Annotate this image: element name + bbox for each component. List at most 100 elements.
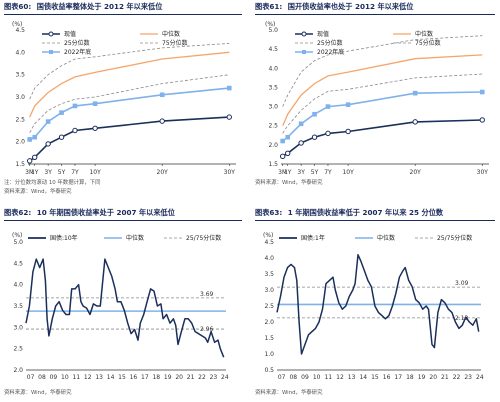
y-tick-label: 2.0 xyxy=(13,367,23,374)
series-line-3 xyxy=(282,35,483,107)
x-tick-label: 08 xyxy=(289,374,297,381)
x-tick-label: 13 xyxy=(348,374,356,381)
series-line-4 xyxy=(29,87,230,141)
y-tick-label: 4.0 xyxy=(268,65,278,72)
x-tick-label: 09 xyxy=(301,374,309,381)
y-tick-label: 2.0 xyxy=(15,139,25,146)
source-note: 资料来源：Wind，华泰研究 xyxy=(255,180,323,186)
data-point xyxy=(159,92,165,98)
legend-label: 25/75分位数 xyxy=(437,234,472,242)
figure-title: 1 年期国债收益率低于 2007 年以来 25 分位数 xyxy=(287,208,444,217)
y-tick-label: 2.5 xyxy=(13,346,23,353)
y-tick-label: 4.5 xyxy=(15,27,25,34)
data-point xyxy=(285,150,291,156)
data-point xyxy=(325,104,331,109)
p75-value-label: 3.69 xyxy=(200,291,214,298)
data-point xyxy=(479,117,485,123)
x-tick-label: 3Y xyxy=(44,169,52,176)
legend-label: 中位数 xyxy=(126,234,144,242)
p75-value-label: 3.09 xyxy=(455,280,469,287)
x-tick-label: 24 xyxy=(221,374,229,381)
x-tick-label: 1Y xyxy=(284,169,292,176)
y-tick-label: 1.0 xyxy=(264,351,274,358)
legend-label: 75分位数 xyxy=(415,39,441,47)
y-tick-label: 1.5 xyxy=(15,161,25,168)
legend-label: 2022年底 xyxy=(317,48,344,56)
data-point xyxy=(279,153,286,160)
y-tick-label: 3.5 xyxy=(264,271,274,278)
x-tick-label: 10Y xyxy=(89,169,101,176)
data-point xyxy=(72,103,78,109)
data-point xyxy=(298,140,304,146)
panel-61: 图表61: 国开债收益率也处于 2012 年以来低位 (%) 1.5 2.0 2.5 3… xyxy=(255,2,495,196)
x-tick-label: 11 xyxy=(72,374,80,381)
series-line-1 xyxy=(282,54,483,126)
x-tick-label: 5Y xyxy=(311,169,319,176)
x-tick-label: 16 xyxy=(130,374,138,381)
series-line-3 xyxy=(29,43,230,100)
data-point xyxy=(32,154,38,161)
x-tick-label: 3M xyxy=(278,169,287,176)
footnote: 注：分位数均滚动 10 年数据计算，下同 xyxy=(4,180,101,186)
series-line-2 xyxy=(29,74,230,133)
x-tick-label: 20 xyxy=(175,374,183,381)
x-tick-label: 08 xyxy=(38,374,46,381)
p25-value-label: 2.13 xyxy=(455,315,469,322)
x-tick-label: 7Y xyxy=(324,169,332,176)
data-point xyxy=(298,121,304,127)
panel-title: 图表60: 国债收益率整体处于 2012 年以来低位 xyxy=(4,2,162,12)
legend-marker xyxy=(301,31,307,37)
y-tick-label: 2.0 xyxy=(264,319,274,326)
y-unit-label: (%) xyxy=(263,232,273,239)
x-tick-label: 09 xyxy=(50,374,58,381)
x-tick-label: 22 xyxy=(198,374,206,381)
y-tick-label: 4.0 xyxy=(15,49,25,56)
legend-label: 25/75分位数 xyxy=(186,234,221,242)
panel-63: 图表63: 1 年期国债收益率低于 2007 年以来 25 分位数 (%) 0.5… xyxy=(255,208,495,402)
y-unit-label: (%) xyxy=(12,232,22,239)
x-tick-label: 15 xyxy=(371,374,379,381)
data-point xyxy=(312,111,317,117)
y-tick-label: 5.0 xyxy=(13,239,23,246)
data-point xyxy=(311,134,318,140)
x-tick-label: 23 xyxy=(210,374,218,381)
x-tick-label: 10 xyxy=(61,374,69,381)
data-point xyxy=(92,101,98,106)
x-tick-label: 21 xyxy=(441,374,449,381)
data-point xyxy=(27,137,32,142)
title-rule xyxy=(255,220,495,221)
series-line-1 xyxy=(29,51,230,118)
series-line xyxy=(25,258,225,358)
y-tick-label: 4.5 xyxy=(264,239,274,246)
x-tick-label: 30Y xyxy=(477,169,489,176)
y-tick-label: 3.5 xyxy=(15,72,25,79)
y-tick-label: 3.5 xyxy=(13,303,23,310)
x-tick-label: 17 xyxy=(141,374,149,381)
chart-63: (%) 0.5 1.0 1.5 2.0 2.5 3.0 3.5 4.0 4.5 07 08 09 10 11… xyxy=(263,232,484,381)
x-tick-label: 13 xyxy=(95,374,103,381)
data-point xyxy=(159,118,165,124)
legend-label: 现值 xyxy=(64,30,76,38)
x-tick-label: 5Y xyxy=(58,169,66,176)
data-point xyxy=(280,138,285,144)
data-point xyxy=(479,89,485,95)
x-tick-label: 14 xyxy=(107,374,115,381)
series-line-0 xyxy=(29,116,230,162)
x-tick-label: 24 xyxy=(476,374,484,381)
data-point xyxy=(226,114,232,120)
data-point xyxy=(58,134,65,140)
x-tick-label: 22 xyxy=(453,374,461,381)
legend-label: 25分位数 xyxy=(64,39,90,47)
x-tick-label: 20Y xyxy=(157,169,169,176)
figure-title: 国债收益率整体处于 2012 年以来低位 xyxy=(36,2,163,11)
legend-label: 国债:10年 xyxy=(50,234,78,242)
data-point xyxy=(226,85,232,91)
legend-label: 现值 xyxy=(317,30,329,38)
figure-number: 图表60: xyxy=(4,2,32,11)
y-tick-label: 3.0 xyxy=(264,287,274,294)
x-tick-label: 3Y xyxy=(297,169,305,176)
y-tick-label: 4.5 xyxy=(13,260,23,267)
title-rule xyxy=(4,14,242,15)
